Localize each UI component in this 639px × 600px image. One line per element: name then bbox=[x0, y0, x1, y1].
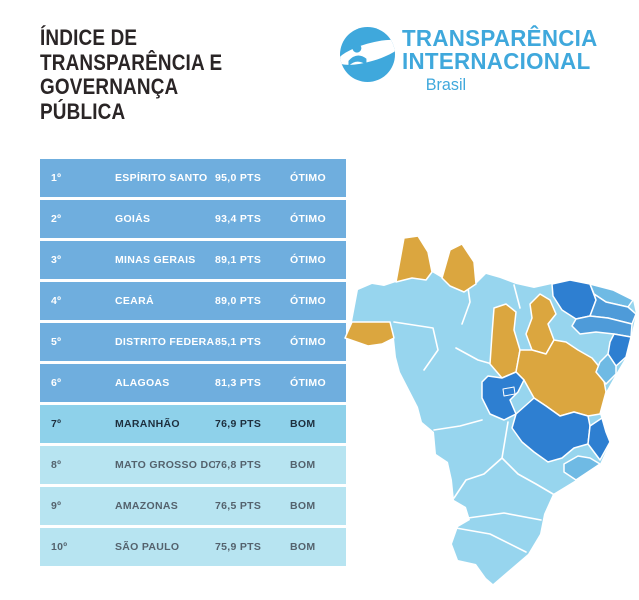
table-row: 9º AMAZONAS 76,5 PTS BOM bbox=[40, 487, 346, 525]
table-row: 8º MATO GROSSO DO 76,8 PTS BOM bbox=[40, 446, 346, 484]
state-cell: MATO GROSSO DO bbox=[115, 459, 215, 471]
points-cell: 85,1 PTS bbox=[215, 336, 262, 348]
state-cell: CEARÁ bbox=[115, 295, 154, 307]
page-title-line: ÍNDICE DE bbox=[40, 25, 138, 50]
state-distrito-federal bbox=[502, 386, 516, 397]
state-goias bbox=[481, 371, 525, 421]
state-cell: GOIÁS bbox=[115, 213, 151, 225]
table-row: 1º ESPÍRITO SANTO 95,0 PTS ÓTIMO bbox=[40, 159, 346, 197]
state-acre bbox=[344, 321, 395, 347]
table-row: 4º CEARÁ 89,0 PTS ÓTIMO bbox=[40, 282, 346, 320]
table-row-highlighted: 7º MARANHÃO 76,9 PTS BOM bbox=[40, 405, 346, 443]
category-cell: ÓTIMO bbox=[290, 254, 326, 266]
points-cell: 75,9 PTS bbox=[215, 541, 262, 553]
page-title-line: PÚBLICA bbox=[40, 98, 126, 124]
state-cell: ESPÍRITO SANTO bbox=[115, 172, 208, 184]
table-row: 6º ALAGOAS 81,3 PTS ÓTIMO bbox=[40, 364, 346, 402]
rank-cell: 5º bbox=[51, 336, 62, 348]
transparencia-internacional-logo: TRANSPARÊNCIA INTERNACIONAL Brasil bbox=[340, 25, 608, 95]
points-cell: 93,4 PTS bbox=[215, 213, 262, 225]
state-rio-de-janeiro bbox=[563, 455, 601, 481]
state-borders bbox=[393, 273, 554, 553]
state-cell: DISTRITO FEDERAL bbox=[115, 336, 215, 348]
page-title-line: TRANSPARÊNCIA E bbox=[40, 49, 223, 75]
category-cell: BOM bbox=[290, 500, 316, 512]
points-cell: 76,8 PTS bbox=[215, 459, 262, 471]
category-cell: ÓTIMO bbox=[290, 336, 326, 348]
category-cell: ÓTIMO bbox=[290, 213, 326, 225]
table-row: 5º DISTRITO FEDERAL 85,1 PTS ÓTIMO bbox=[40, 323, 346, 361]
logo-line-1: TRANSPARÊNCIA bbox=[402, 25, 598, 51]
state-roraima bbox=[395, 235, 433, 283]
rank-cell: 1º bbox=[51, 172, 62, 184]
points-cell: 89,0 PTS bbox=[215, 295, 262, 307]
points-cell: 76,9 PTS bbox=[215, 418, 262, 430]
ranking-table: 1º ESPÍRITO SANTO 95,0 PTS ÓTIMO 2º GOIÁ… bbox=[40, 159, 346, 569]
state-tocantins bbox=[489, 303, 521, 379]
brazil-choropleth-map bbox=[338, 222, 638, 590]
state-cell: ALAGOAS bbox=[115, 377, 170, 389]
logo-text: TRANSPARÊNCIA INTERNACIONAL Brasil bbox=[402, 25, 598, 95]
rank-cell: 8º bbox=[51, 459, 62, 471]
table-row: 3º MINAS GERAIS 89,1 PTS ÓTIMO bbox=[40, 241, 346, 279]
category-cell: ÓTIMO bbox=[290, 295, 326, 307]
category-cell: ÓTIMO bbox=[290, 172, 326, 184]
state-cell: AMAZONAS bbox=[115, 500, 179, 512]
category-cell: ÓTIMO bbox=[290, 377, 326, 389]
page-title: ÍNDICE DE TRANSPARÊNCIA E GOVERNANÇA PÚB… bbox=[40, 25, 223, 124]
points-cell: 81,3 PTS bbox=[215, 377, 262, 389]
state-amapa bbox=[441, 243, 477, 293]
page-title-line: GOVERNANÇA bbox=[40, 74, 179, 99]
rank-cell: 9º bbox=[51, 500, 62, 512]
rank-cell: 7º bbox=[51, 418, 62, 430]
state-cell: MINAS GERAIS bbox=[115, 254, 196, 266]
state-espirito-santo bbox=[587, 417, 611, 461]
rank-cell: 4º bbox=[51, 295, 62, 307]
rank-cell: 10º bbox=[51, 541, 68, 553]
table-row: 10º SÃO PAULO 75,9 PTS BOM bbox=[40, 528, 346, 566]
points-cell: 95,0 PTS bbox=[215, 172, 262, 184]
logo-brasil: Brasil bbox=[425, 75, 467, 94]
rank-cell: 2º bbox=[51, 213, 62, 225]
category-cell: BOM bbox=[290, 418, 316, 430]
rank-cell: 3º bbox=[51, 254, 62, 266]
rank-cell: 6º bbox=[51, 377, 62, 389]
category-cell: BOM bbox=[290, 459, 316, 471]
globe-person-icon bbox=[340, 27, 395, 82]
category-cell: BOM bbox=[290, 541, 316, 553]
logo-line-2: INTERNACIONAL bbox=[402, 48, 591, 74]
state-sergipe bbox=[595, 353, 617, 385]
state-cell: MARANHÃO bbox=[115, 418, 180, 430]
table-row: 2º GOIÁS 93,4 PTS ÓTIMO bbox=[40, 200, 346, 238]
points-cell: 76,5 PTS bbox=[215, 500, 262, 512]
points-cell: 89,1 PTS bbox=[215, 254, 262, 266]
state-cell: SÃO PAULO bbox=[115, 541, 180, 553]
